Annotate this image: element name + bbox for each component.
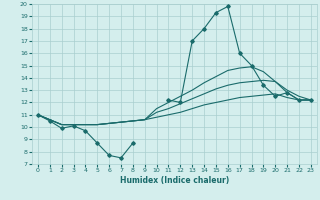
X-axis label: Humidex (Indice chaleur): Humidex (Indice chaleur) (120, 176, 229, 185)
